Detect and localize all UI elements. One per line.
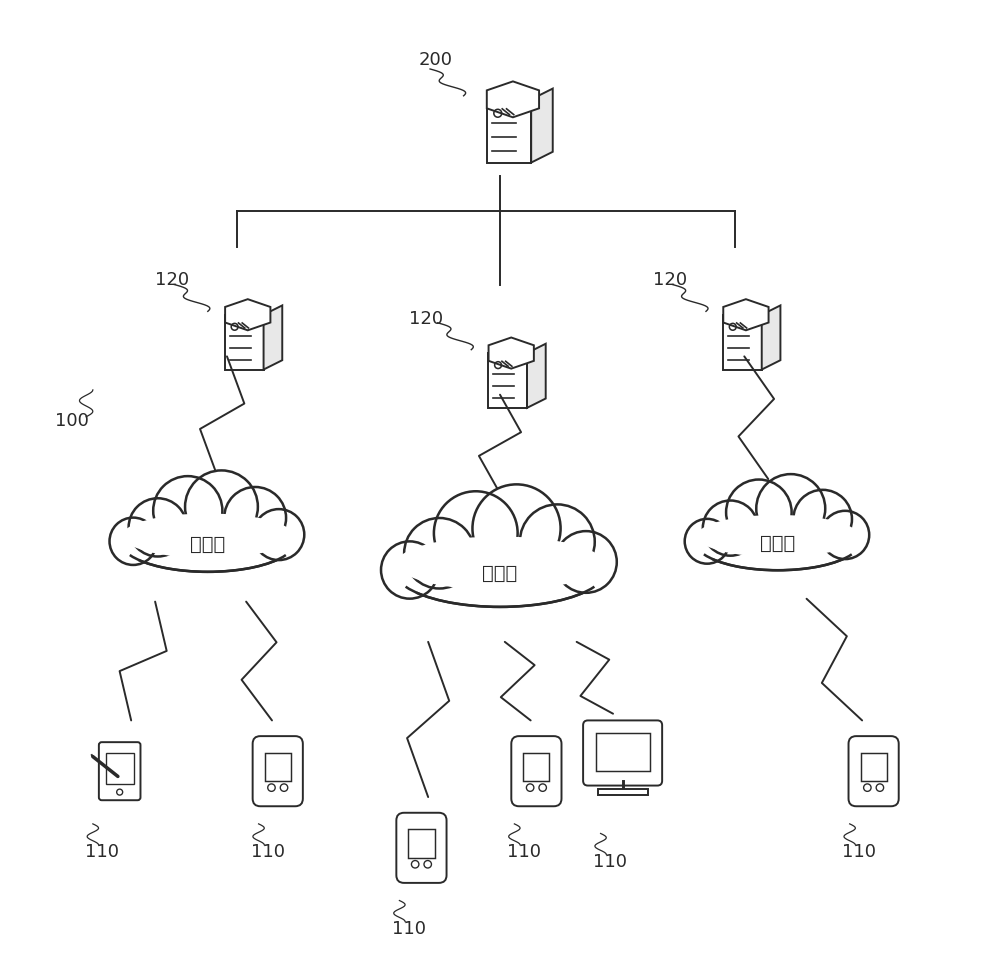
Circle shape <box>756 474 825 543</box>
Circle shape <box>472 485 561 573</box>
Text: 110: 110 <box>251 843 285 861</box>
Circle shape <box>424 860 431 868</box>
FancyBboxPatch shape <box>849 736 899 807</box>
Text: 110: 110 <box>507 843 541 861</box>
Text: 110: 110 <box>85 843 119 861</box>
Ellipse shape <box>394 533 606 607</box>
Circle shape <box>793 490 852 548</box>
Polygon shape <box>762 306 780 370</box>
Circle shape <box>864 784 871 791</box>
Bar <box>596 733 650 771</box>
Text: 互联网: 互联网 <box>482 564 518 582</box>
Circle shape <box>821 511 869 559</box>
FancyBboxPatch shape <box>99 742 140 800</box>
Polygon shape <box>488 354 527 408</box>
Circle shape <box>404 518 475 588</box>
Bar <box>861 753 887 781</box>
Circle shape <box>539 784 546 791</box>
Ellipse shape <box>697 515 859 558</box>
Text: 110: 110 <box>392 920 426 938</box>
Bar <box>106 753 134 785</box>
Circle shape <box>280 784 288 791</box>
Text: 200: 200 <box>419 51 453 69</box>
Bar <box>265 753 291 781</box>
Circle shape <box>381 541 438 599</box>
Polygon shape <box>723 315 762 370</box>
Circle shape <box>526 784 534 791</box>
Text: 110: 110 <box>593 853 627 871</box>
Ellipse shape <box>122 513 293 558</box>
Circle shape <box>117 789 123 795</box>
Circle shape <box>555 531 617 593</box>
Polygon shape <box>487 81 539 117</box>
Bar <box>523 753 549 781</box>
Polygon shape <box>487 100 531 163</box>
Text: 110: 110 <box>842 843 876 861</box>
Polygon shape <box>225 299 270 331</box>
Circle shape <box>520 504 595 580</box>
FancyBboxPatch shape <box>598 789 648 795</box>
Polygon shape <box>723 299 769 331</box>
FancyBboxPatch shape <box>253 736 303 807</box>
Text: 互联网: 互联网 <box>760 535 795 554</box>
Circle shape <box>411 860 419 868</box>
FancyBboxPatch shape <box>396 812 447 883</box>
Circle shape <box>253 509 304 560</box>
Text: 120: 120 <box>409 309 443 328</box>
Circle shape <box>726 480 792 545</box>
Circle shape <box>110 517 157 565</box>
Text: 100: 100 <box>55 412 89 430</box>
Circle shape <box>153 476 222 545</box>
Polygon shape <box>264 306 282 370</box>
Text: 互联网: 互联网 <box>190 535 225 554</box>
Text: 120: 120 <box>653 271 687 289</box>
Polygon shape <box>527 344 546 408</box>
Bar <box>408 830 435 857</box>
Circle shape <box>185 470 258 543</box>
Ellipse shape <box>120 511 295 572</box>
Circle shape <box>268 784 275 791</box>
FancyBboxPatch shape <box>511 736 562 807</box>
Polygon shape <box>531 88 553 163</box>
Circle shape <box>434 491 518 575</box>
Polygon shape <box>489 337 534 369</box>
Ellipse shape <box>695 513 861 570</box>
Circle shape <box>703 500 758 556</box>
Circle shape <box>129 498 187 557</box>
FancyBboxPatch shape <box>583 720 662 786</box>
Ellipse shape <box>396 536 604 590</box>
Polygon shape <box>225 315 264 370</box>
Text: 120: 120 <box>155 271 189 289</box>
Circle shape <box>224 487 286 549</box>
Circle shape <box>876 784 884 791</box>
Circle shape <box>685 519 730 563</box>
